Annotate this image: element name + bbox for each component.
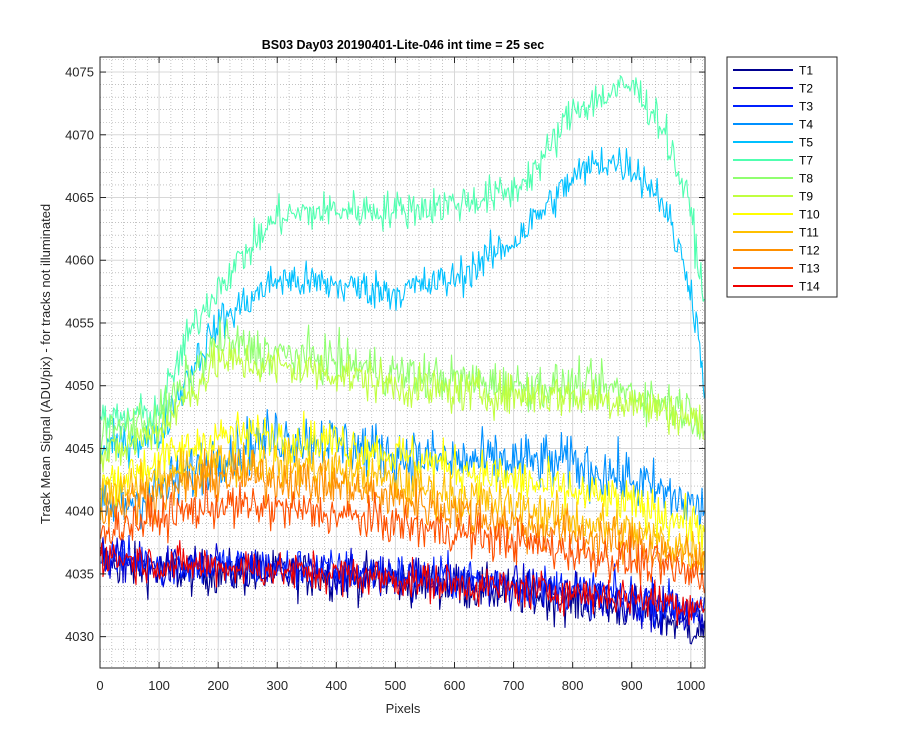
x-tick-label: 400 [325,678,347,693]
legend-label-t12: T12 [799,244,820,258]
x-tick-label: 200 [207,678,229,693]
x-axis-ticks: 0 100 200 300 400 500 600 700 800 900 1000 [96,57,705,693]
legend-label-t11: T11 [799,226,819,240]
y-tick-label: 4050 [65,378,94,393]
axes-box [99,56,706,669]
series-line-t5 [100,146,705,469]
x-tick-label: 600 [444,678,466,693]
legend-label-t5: T5 [799,136,813,150]
y-tick-label: 4035 [65,566,94,581]
x-tick-label: 1000 [676,678,705,693]
series-line-t4 [100,409,705,530]
legend-label-t3: T3 [799,100,813,114]
legend: T1 T2 T3 T4 T5 T7 T8 T9 T10 T11 T12 T13 T14 [726,56,838,298]
y-tick-label: 4060 [65,253,94,268]
legend-label-t1: T1 [799,64,813,78]
legend-label-t8: T8 [799,172,813,186]
series-line-t12 [100,448,705,575]
x-tick-label: 100 [148,678,170,693]
series-line-t14 [100,540,705,626]
y-tick-label: 4040 [65,504,94,519]
y-axis-ticks: 4030 4035 4040 4045 4050 4055 4060 4065 4070 4075 [65,65,705,644]
legend-label-t4: T4 [799,118,813,132]
chart-title: BS03 Day03 20190401-Lite-046 int time = … [262,38,545,52]
x-tick-label: 500 [385,678,407,693]
legend-label-t9: T9 [799,190,813,204]
legend-label-t10: T10 [799,208,820,222]
x-tick-label: 700 [503,678,525,693]
y-tick-label: 4030 [65,629,94,644]
legend-label-t13: T13 [799,262,820,276]
x-tick-label: 800 [562,678,584,693]
y-tick-label: 4075 [65,65,94,80]
series-line-t10 [100,410,705,554]
legend-label-t14: T14 [799,280,820,294]
legend-label-t2: T2 [799,82,813,96]
series-line-t9 [100,340,705,473]
series-line-t3 [100,534,705,629]
series-line-t13 [100,480,705,594]
y-tick-label: 4070 [65,127,94,142]
series-line-t7 [100,75,705,440]
x-tick-label: 0 [96,678,103,693]
series-line-t8 [100,316,705,461]
x-tick-label: 300 [266,678,288,693]
plot-series [100,75,705,645]
y-tick-label: 4065 [65,190,94,205]
x-tick-label: 900 [621,678,643,693]
x-axis-label: Pixels [386,701,421,716]
y-tick-label: 4055 [65,315,94,330]
legend-label-t7: T7 [799,154,813,168]
y-tick-label: 4045 [65,441,94,456]
y-axis-label: Track Mean Signal (ADU/pix) - for tracks… [38,204,53,524]
